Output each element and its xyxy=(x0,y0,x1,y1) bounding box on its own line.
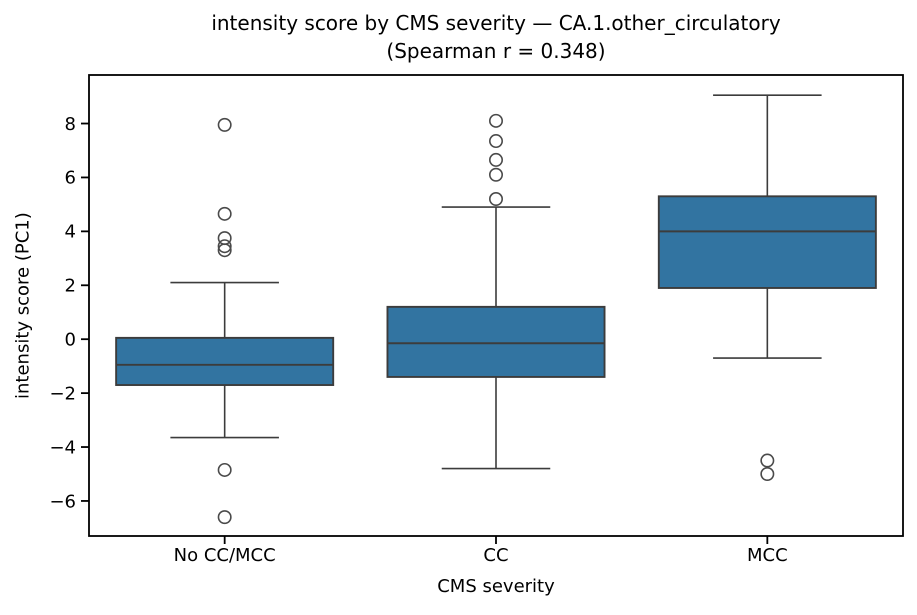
box-no-cc-mcc xyxy=(115,336,335,386)
outlier-point-mcc xyxy=(760,466,775,481)
chart-title-line1: intensity score by CMS severity — CA.1.o… xyxy=(211,11,781,35)
x-axis-label: CMS severity xyxy=(437,576,555,597)
outlier-point-no-cc-mcc xyxy=(217,510,232,525)
outlier-point-mcc xyxy=(760,453,775,468)
y-tick-label: 0 xyxy=(65,329,76,350)
x-tick-label-no-cc-mcc: No CC/MCC xyxy=(174,545,276,566)
outlier-point-no-cc-mcc xyxy=(217,117,232,132)
outlier-point-no-cc-mcc xyxy=(217,462,232,477)
outlier-point-cc xyxy=(488,192,503,207)
y-tick-label: −2 xyxy=(49,383,76,404)
x-tick-label-cc: CC xyxy=(483,545,508,566)
y-tick-label: 6 xyxy=(65,168,76,189)
outlier-point-no-cc-mcc xyxy=(217,239,232,254)
box-mcc xyxy=(657,195,877,289)
chart-title-line2: (Spearman r = 0.348) xyxy=(386,39,606,63)
x-tick-label-mcc: MCC xyxy=(747,545,788,566)
outlier-point-no-cc-mcc xyxy=(217,243,232,258)
y-tick-label: −4 xyxy=(49,437,76,458)
y-tick-label: −6 xyxy=(49,491,76,512)
outlier-point-cc xyxy=(488,113,503,128)
outlier-point-no-cc-mcc xyxy=(217,206,232,221)
outlier-point-cc xyxy=(488,134,503,149)
box-cc xyxy=(386,305,606,378)
outlier-point-cc xyxy=(488,152,503,167)
y-tick-label: 2 xyxy=(65,276,76,297)
chart-title: intensity score by CMS severity — CA.1.o… xyxy=(89,9,903,65)
y-tick-label: 8 xyxy=(65,114,76,135)
outlier-point-cc xyxy=(488,167,503,182)
y-tick-label: 4 xyxy=(65,222,76,243)
